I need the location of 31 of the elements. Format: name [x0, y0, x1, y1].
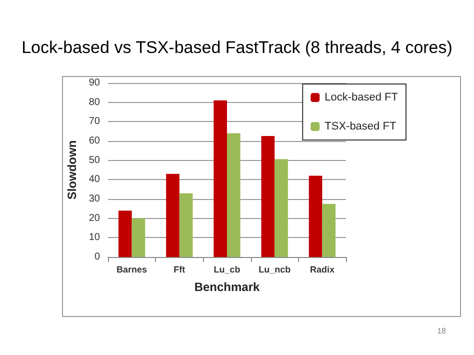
text: 18 [437, 326, 447, 336]
bar [166, 174, 180, 257]
bar [274, 159, 288, 257]
bar [214, 100, 227, 257]
chart-title: Lock-based vs TSX-based FastTrack (8 threads, 4 cores) [22, 38, 452, 57]
x-tick-label: Barnes [116, 264, 148, 274]
x-tick-label: Lu_ncb [258, 264, 292, 274]
y-tick-label: 30 [88, 194, 100, 204]
y-tick-label: 50 [88, 154, 100, 166]
x-axis-title: Benchmark [194, 280, 260, 294]
bar [227, 133, 240, 257]
bar [179, 193, 193, 257]
y-tick-label: 80 [88, 96, 100, 108]
bar [118, 210, 132, 257]
y-tick-label: 0 [94, 252, 100, 262]
x-tick-label: Lu_cb [214, 264, 241, 274]
y-axis-title: Slowdown [64, 140, 79, 200]
y-tick-label: 90 [88, 78, 100, 88]
legend-label: Lock-based FT [324, 92, 398, 104]
bar [322, 204, 336, 257]
y-tick-label: 10 [88, 232, 100, 244]
bar [132, 218, 146, 257]
x-tick-label: Radix [310, 264, 334, 274]
x-tick-label: Fft [174, 264, 186, 274]
y-tick-label: 20 [88, 212, 100, 224]
bar [308, 176, 322, 257]
y-tick-label: 40 [88, 174, 100, 186]
y-tick-label: 60 [88, 136, 100, 146]
legend-label: TSX-based FT [324, 120, 396, 132]
y-tick-label: 70 [88, 116, 100, 128]
bar [261, 136, 275, 257]
